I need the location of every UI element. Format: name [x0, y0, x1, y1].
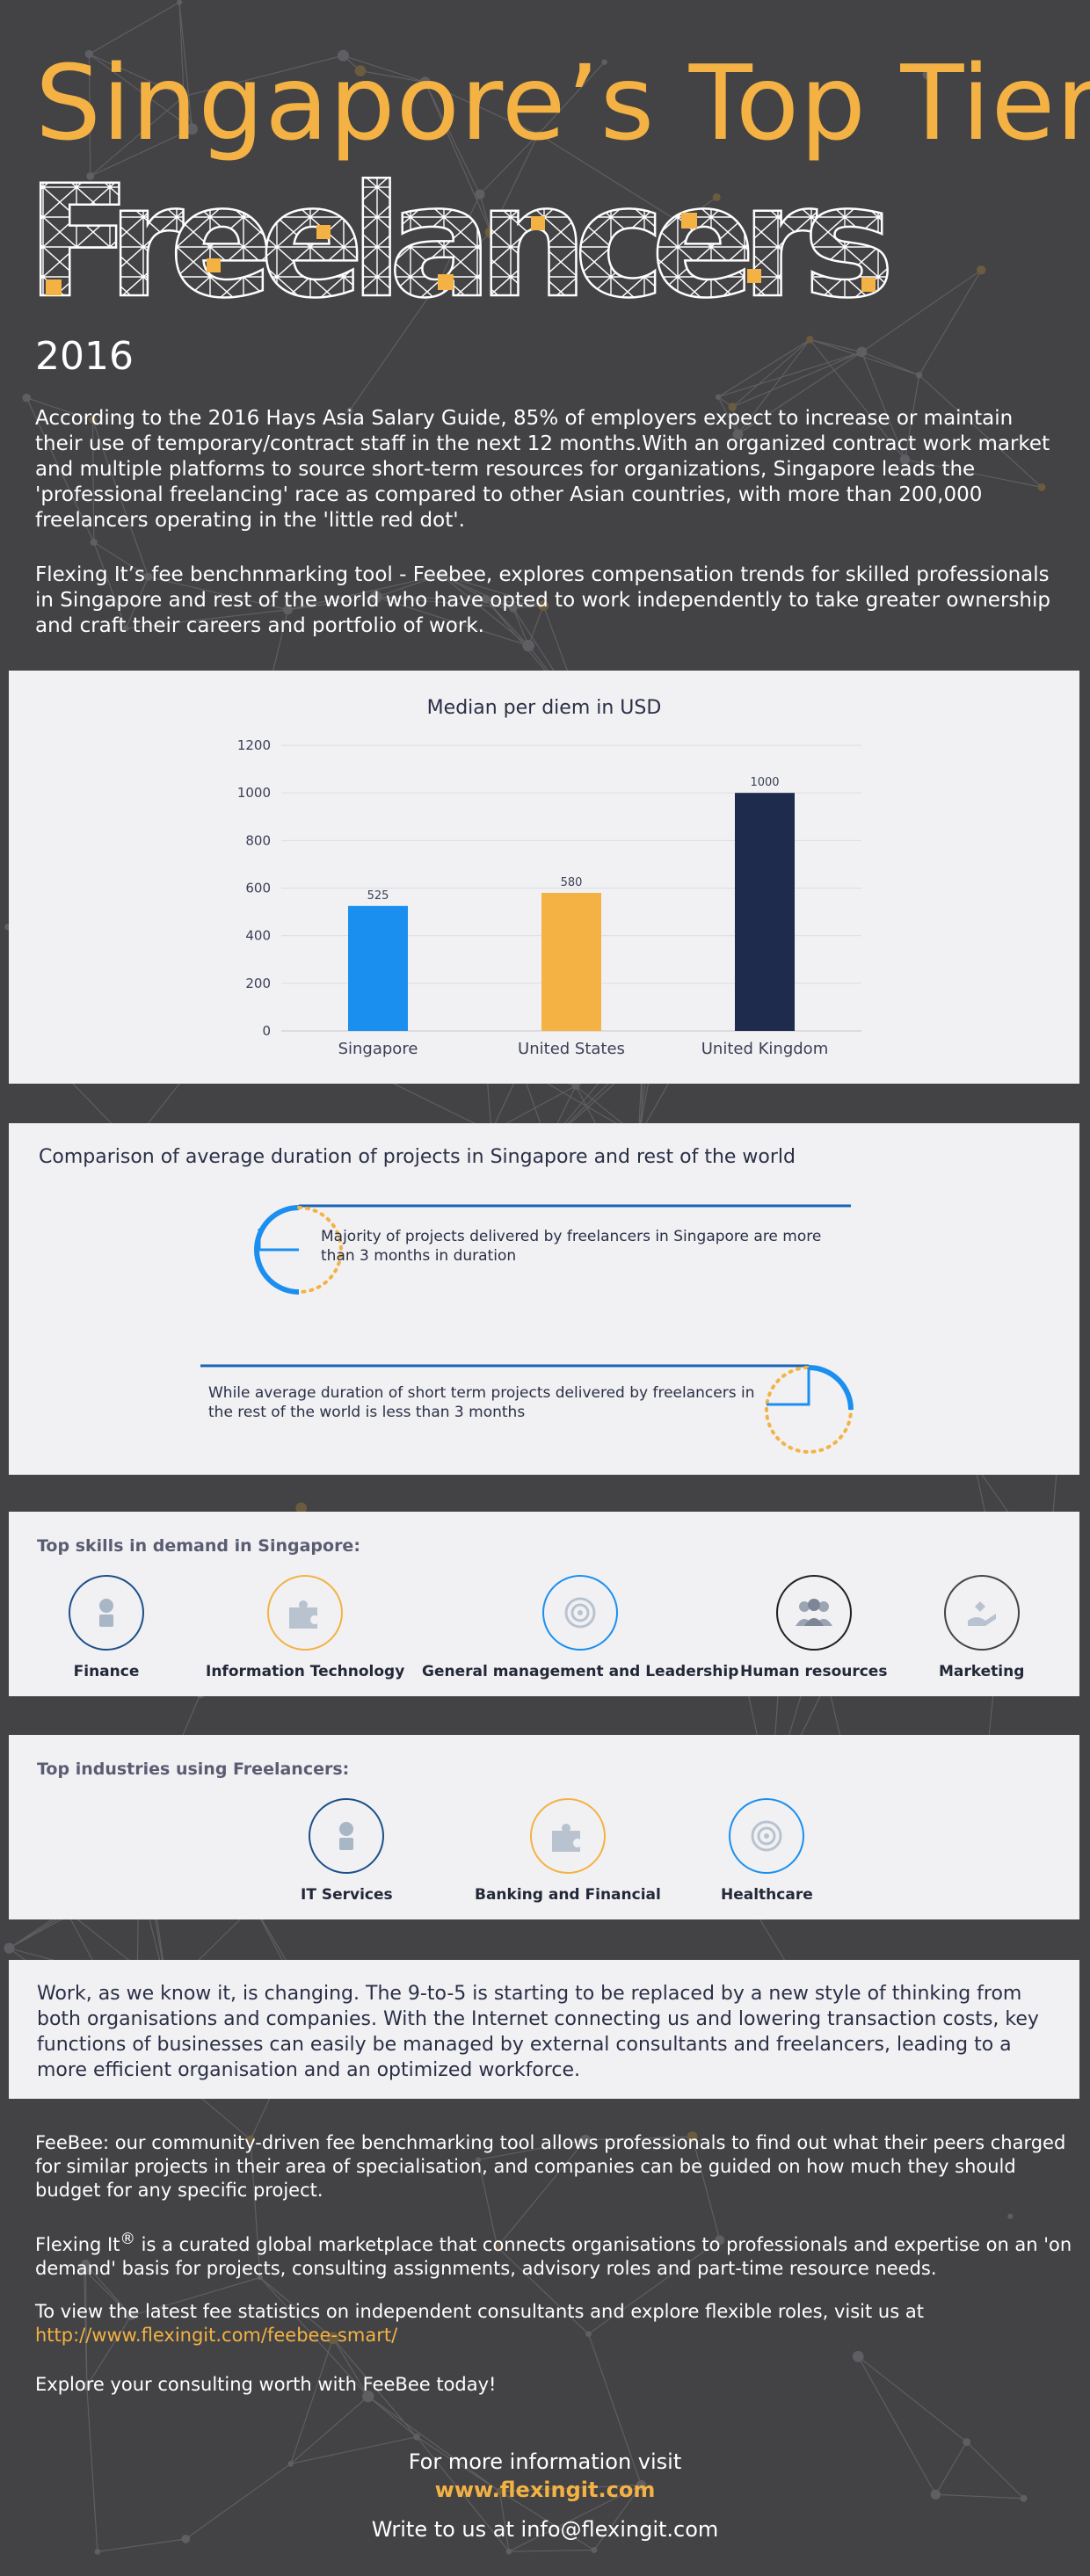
feebee-paragraph: FeeBee: our community-driven fee benchma… — [35, 2132, 1066, 2201]
industries-title: Top industries using Freelancers: — [37, 1760, 350, 1779]
median-per-diem-chart-panel: Median per diem in USD 0 200 400 600 800 1000… — [9, 671, 1079, 1084]
data-label: 525 — [367, 889, 389, 903]
visit-text: To view the latest fee statistics on ind… — [35, 2301, 924, 2322]
target-icon — [542, 1575, 619, 1651]
industry-healthcare: Healthcare — [721, 1798, 813, 1904]
duration-title: Comparison of average duration of projec… — [39, 1146, 796, 1168]
world-clock-icon — [765, 1365, 854, 1455]
y-tick-label: 800 — [245, 832, 271, 848]
finance-icon — [69, 1575, 144, 1651]
world-duration-text: While average duration of short term pro… — [208, 1384, 755, 1421]
title-accent-squares — [46, 213, 876, 295]
y-tick-label: 1200 — [237, 737, 271, 753]
bar — [541, 892, 601, 1031]
skills-title: Top skills in demand in Singapore: — [37, 1536, 360, 1556]
chart-title: Median per diem in USD — [426, 697, 662, 719]
skill-label: Information Technology — [206, 1663, 405, 1680]
flexing-it-name: Flexing It — [35, 2234, 120, 2255]
skill-label: Marketing — [939, 1663, 1025, 1680]
skill-label: General management and Leadership — [422, 1663, 739, 1680]
work-changing-text: Work, as we know it, is changing. The 9-… — [37, 1983, 1039, 2081]
svg-text:Freelancers: Freelancers — [26, 172, 897, 313]
y-tick-label: 200 — [245, 976, 271, 991]
skill-human-resources: Human resources — [740, 1575, 887, 1680]
skill-label: Human resources — [740, 1663, 888, 1680]
flexing-it-paragraph: Flexing It® is a curated global marketpl… — [35, 2228, 1072, 2281]
visit-paragraph: To view the latest fee statistics on ind… — [35, 2300, 1072, 2347]
data-label: 580 — [561, 876, 583, 889]
x-tick-label: United States — [518, 1040, 625, 1058]
puzzle-icon — [529, 1798, 606, 1874]
bar-chart: 0 200 400 600 800 1000 1200 525 Singapore 580 Unit… — [237, 737, 861, 1058]
intro-paragraph-2: Flexing It’s fee benchnmarking tool - Fe… — [35, 563, 1050, 637]
skill-general-management: General management and Leadership — [422, 1575, 738, 1680]
singapore-clock-icon — [254, 1205, 343, 1295]
year-heading: 2016 — [35, 334, 134, 379]
contact-email-text[interactable]: Write to us at info@flexingit.com — [371, 2517, 719, 2542]
hand-icon — [943, 1575, 1020, 1651]
y-tick-label: 600 — [245, 881, 271, 896]
y-tick-label: 400 — [245, 928, 271, 944]
skill-label: Finance — [73, 1663, 140, 1680]
feebee-smart-link[interactable]: http://www.flexingit.com/feebee-smart/ — [35, 2325, 398, 2346]
more-info-text: For more information visit — [408, 2449, 682, 2474]
x-tick-label: United Kingdom — [701, 1040, 828, 1058]
people-icon — [775, 1575, 852, 1651]
top-skills-panel: Top skills in demand in Singapore: Finan… — [9, 1512, 1079, 1696]
top-industries-panel: Top industries using Freelancers: IT Ser… — [9, 1735, 1079, 1919]
work-changing-panel: Work, as we know it, is changing. The 9-… — [9, 1960, 1079, 2099]
page-title-line2: Freelancers — [26, 172, 897, 313]
target-icon — [729, 1798, 805, 1874]
industry-label: Banking and Financial — [475, 1886, 661, 1904]
project-duration-panel: Comparison of average duration of projec… — [9, 1123, 1079, 1475]
bar — [348, 905, 408, 1031]
explore-paragraph: Explore your consulting worth with FeeBe… — [35, 2374, 497, 2395]
industry-it-services: IT Services — [301, 1798, 393, 1904]
finance-icon — [309, 1798, 385, 1874]
duration-graphic — [200, 1204, 854, 1455]
website-link[interactable]: www.flexingit.com — [434, 2478, 656, 2502]
y-tick-label: 1000 — [237, 785, 271, 801]
y-tick-label: 0 — [262, 1023, 271, 1039]
puzzle-icon — [267, 1575, 344, 1651]
industry-label: Healthcare — [721, 1886, 813, 1904]
x-tick-label: Singapore — [338, 1040, 418, 1058]
bar — [735, 793, 795, 1031]
data-label: 1000 — [750, 776, 779, 789]
registered-mark: ® — [120, 2231, 135, 2248]
singapore-duration-text: Majority of projects delivered by freela… — [321, 1228, 822, 1265]
industry-banking-financial: Banking and Financial — [475, 1798, 661, 1904]
skill-finance: Finance — [69, 1575, 144, 1680]
page-title-line1: Singapore’s Top Tier — [35, 42, 1090, 163]
industry-label: IT Services — [301, 1886, 393, 1904]
intro-paragraph-1: According to the 2016 Hays Asia Salary G… — [35, 407, 1050, 532]
skill-information-technology: Information Technology — [206, 1575, 404, 1680]
flexing-it-description: is a curated global marketplace that con… — [35, 2234, 1072, 2279]
skill-marketing: Marketing — [939, 1575, 1024, 1680]
